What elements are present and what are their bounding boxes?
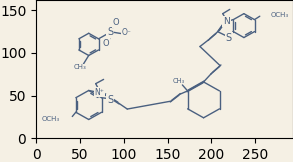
Text: N: N (223, 17, 230, 26)
Text: OCH₃: OCH₃ (270, 12, 288, 17)
Text: O: O (102, 39, 109, 48)
Text: S: S (107, 27, 113, 37)
Text: CH₃: CH₃ (74, 64, 86, 70)
Text: O: O (113, 18, 120, 27)
Text: S: S (107, 95, 113, 105)
Text: OCH₃: OCH₃ (42, 116, 60, 122)
Text: N⁺: N⁺ (94, 88, 104, 97)
Text: O⁻: O⁻ (122, 28, 132, 36)
Text: CH₃: CH₃ (173, 78, 185, 84)
Text: S: S (226, 33, 232, 43)
